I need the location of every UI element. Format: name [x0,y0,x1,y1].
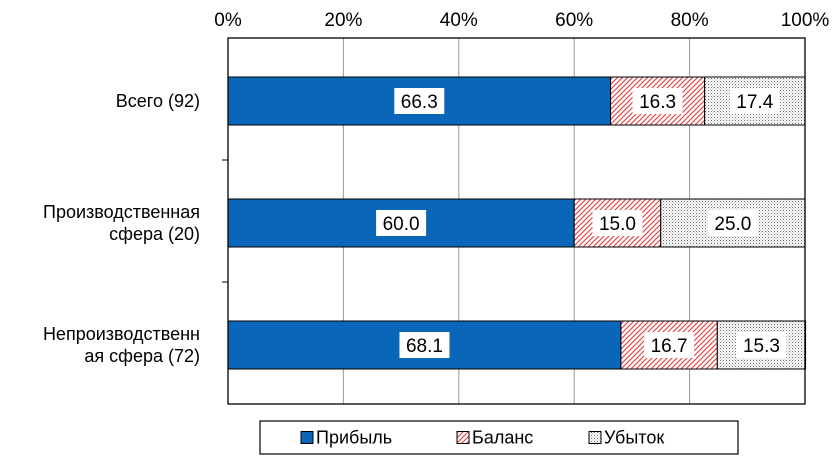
data-label: 16.7 [651,336,688,357]
data-label: 15.0 [599,214,636,235]
data-label-box [399,332,450,358]
data-label: 16.3 [639,92,676,113]
data-label: 60.0 [383,214,420,235]
category-label: ая сфера (72) [84,346,200,366]
legend-swatch-Прибыль [300,431,314,444]
data-label: 25.0 [714,214,751,235]
legend-label: Прибыль [316,428,392,448]
legend-swatch-Баланс [456,431,470,444]
category-label: Непроизводственн [43,324,200,344]
data-label-box [707,210,758,236]
legend-label: Убыток [604,428,664,448]
x-tick-label: 20% [324,10,362,31]
category-label: Всего (92) [116,91,200,111]
legend-label: Баланс [472,428,533,448]
x-tick-label: 40% [440,10,478,31]
legend-box [259,420,739,455]
x-tick-label: 80% [671,10,709,31]
data-label-box [729,88,780,114]
data-label-box [736,332,787,358]
data-label: 66.3 [401,92,438,113]
data-label-box [632,88,683,114]
data-label: 15.3 [743,336,780,357]
category-label: Производственная [43,202,200,222]
data-label-box [644,332,695,358]
data-label: 17.4 [736,92,773,113]
category-label: сфера (20) [109,224,200,244]
data-label: 68.1 [406,336,443,357]
legend-swatch-Убыток [588,431,602,444]
x-tick-label: 60% [555,10,593,31]
data-label-box [394,88,445,114]
data-label-box [376,210,427,236]
plot-area-frame [227,37,806,405]
data-label-box [592,210,643,236]
x-tick-label: 100% [781,10,830,31]
x-tick-label: 0% [214,10,242,31]
